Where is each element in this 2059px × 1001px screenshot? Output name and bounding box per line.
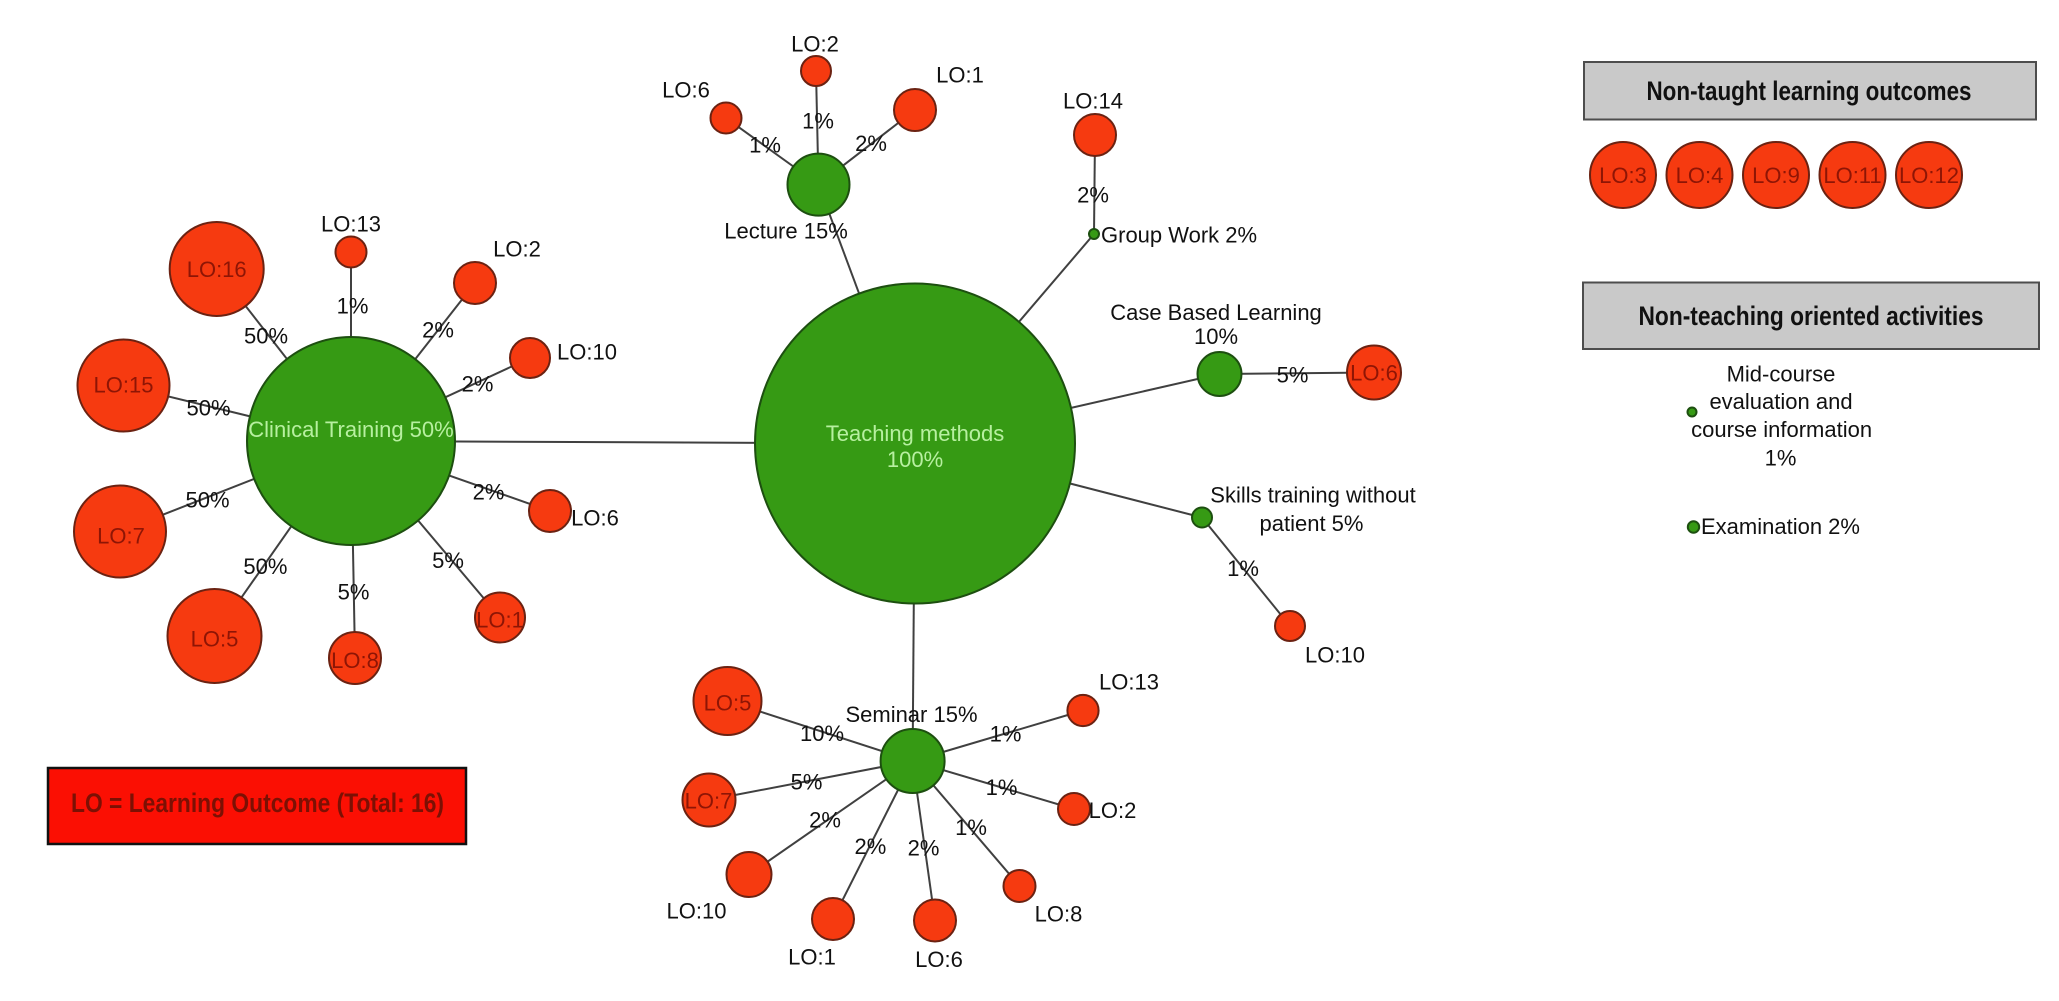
svg-text:Clinical Training 50%: Clinical Training 50% <box>248 417 453 442</box>
svg-text:1%: 1% <box>990 722 1022 747</box>
svg-text:LO:6: LO:6 <box>662 78 710 103</box>
svg-text:Examination 2%: Examination 2% <box>1701 514 1860 539</box>
svg-text:2%: 2% <box>462 372 494 397</box>
svg-text:evaluation and: evaluation and <box>1709 389 1852 414</box>
svg-text:10%: 10% <box>800 721 844 746</box>
svg-text:LO:8: LO:8 <box>331 648 379 673</box>
svg-text:1%: 1% <box>1227 556 1259 581</box>
svg-text:LO:6: LO:6 <box>915 947 963 972</box>
svg-text:LO:3: LO:3 <box>1599 163 1647 188</box>
svg-text:1%: 1% <box>1765 446 1797 471</box>
svg-text:LO:14: LO:14 <box>1063 89 1123 114</box>
svg-text:50%: 50% <box>186 396 230 421</box>
svg-text:LO:1: LO:1 <box>788 944 836 969</box>
svg-text:LO:13: LO:13 <box>1099 670 1159 695</box>
svg-text:50%: 50% <box>244 324 288 349</box>
svg-text:Mid-course: Mid-course <box>1727 362 1836 387</box>
svg-text:LO:5: LO:5 <box>704 690 752 715</box>
svg-text:Non-teaching oriented activiti: Non-teaching oriented activities <box>1639 301 1984 331</box>
svg-text:1%: 1% <box>749 133 781 158</box>
svg-text:100%: 100% <box>887 447 943 472</box>
svg-text:2%: 2% <box>908 836 940 861</box>
svg-text:course information: course information <box>1691 417 1872 442</box>
svg-text:Case Based Learning: Case Based Learning <box>1110 300 1322 325</box>
svg-text:LO:6: LO:6 <box>1350 361 1398 386</box>
svg-text:2%: 2% <box>855 834 887 859</box>
svg-text:2%: 2% <box>473 480 505 505</box>
svg-text:LO:8: LO:8 <box>1035 902 1083 927</box>
svg-text:1%: 1% <box>337 294 369 319</box>
svg-text:1%: 1% <box>802 109 834 134</box>
svg-text:2%: 2% <box>422 318 454 343</box>
svg-text:LO:2: LO:2 <box>493 237 541 262</box>
svg-text:Non-taught learning outcomes: Non-taught learning outcomes <box>1647 76 1972 106</box>
svg-text:LO = Learning Outcome (Total:: LO = Learning Outcome (Total: 16) <box>71 788 444 818</box>
svg-text:LO:12: LO:12 <box>1899 163 1959 188</box>
svg-text:Skills training without: Skills training without <box>1210 483 1415 508</box>
svg-text:LO:13: LO:13 <box>321 212 381 237</box>
svg-text:LO:4: LO:4 <box>1676 163 1724 188</box>
svg-text:LO:11: LO:11 <box>1823 163 1881 188</box>
svg-text:LO:7: LO:7 <box>685 788 733 813</box>
svg-text:10%: 10% <box>1194 324 1238 349</box>
svg-text:Seminar 15%: Seminar 15% <box>845 702 977 727</box>
svg-text:LO:5: LO:5 <box>191 626 239 651</box>
svg-text:5%: 5% <box>432 548 464 573</box>
svg-text:2%: 2% <box>1077 182 1109 207</box>
svg-text:5%: 5% <box>1277 362 1309 387</box>
svg-text:LO:1: LO:1 <box>476 607 524 632</box>
svg-text:5%: 5% <box>338 580 370 605</box>
svg-text:LO:7: LO:7 <box>97 524 145 549</box>
svg-text:2%: 2% <box>855 131 887 156</box>
svg-text:LO:16: LO:16 <box>187 257 247 282</box>
svg-text:LO:10: LO:10 <box>667 898 727 923</box>
svg-text:LO:6: LO:6 <box>571 506 619 531</box>
svg-text:50%: 50% <box>185 488 229 513</box>
svg-text:LO:2: LO:2 <box>1089 798 1137 823</box>
svg-text:LO:9: LO:9 <box>1752 163 1800 188</box>
svg-text:patient 5%: patient 5% <box>1260 511 1364 536</box>
svg-text:LO:10: LO:10 <box>557 340 617 365</box>
svg-text:1%: 1% <box>955 815 987 840</box>
svg-text:Lecture 15%: Lecture 15% <box>724 219 848 244</box>
svg-text:LO:15: LO:15 <box>94 373 154 398</box>
svg-text:Group Work 2%: Group Work 2% <box>1101 222 1257 247</box>
svg-text:LO:10: LO:10 <box>1305 643 1365 668</box>
svg-text:50%: 50% <box>243 554 287 579</box>
svg-text:2%: 2% <box>809 808 841 833</box>
svg-text:LO:1: LO:1 <box>936 63 984 88</box>
svg-text:1%: 1% <box>986 775 1018 800</box>
svg-text:Teaching methods: Teaching methods <box>826 421 1005 446</box>
svg-text:5%: 5% <box>791 770 823 795</box>
svg-text:LO:2: LO:2 <box>791 32 839 57</box>
